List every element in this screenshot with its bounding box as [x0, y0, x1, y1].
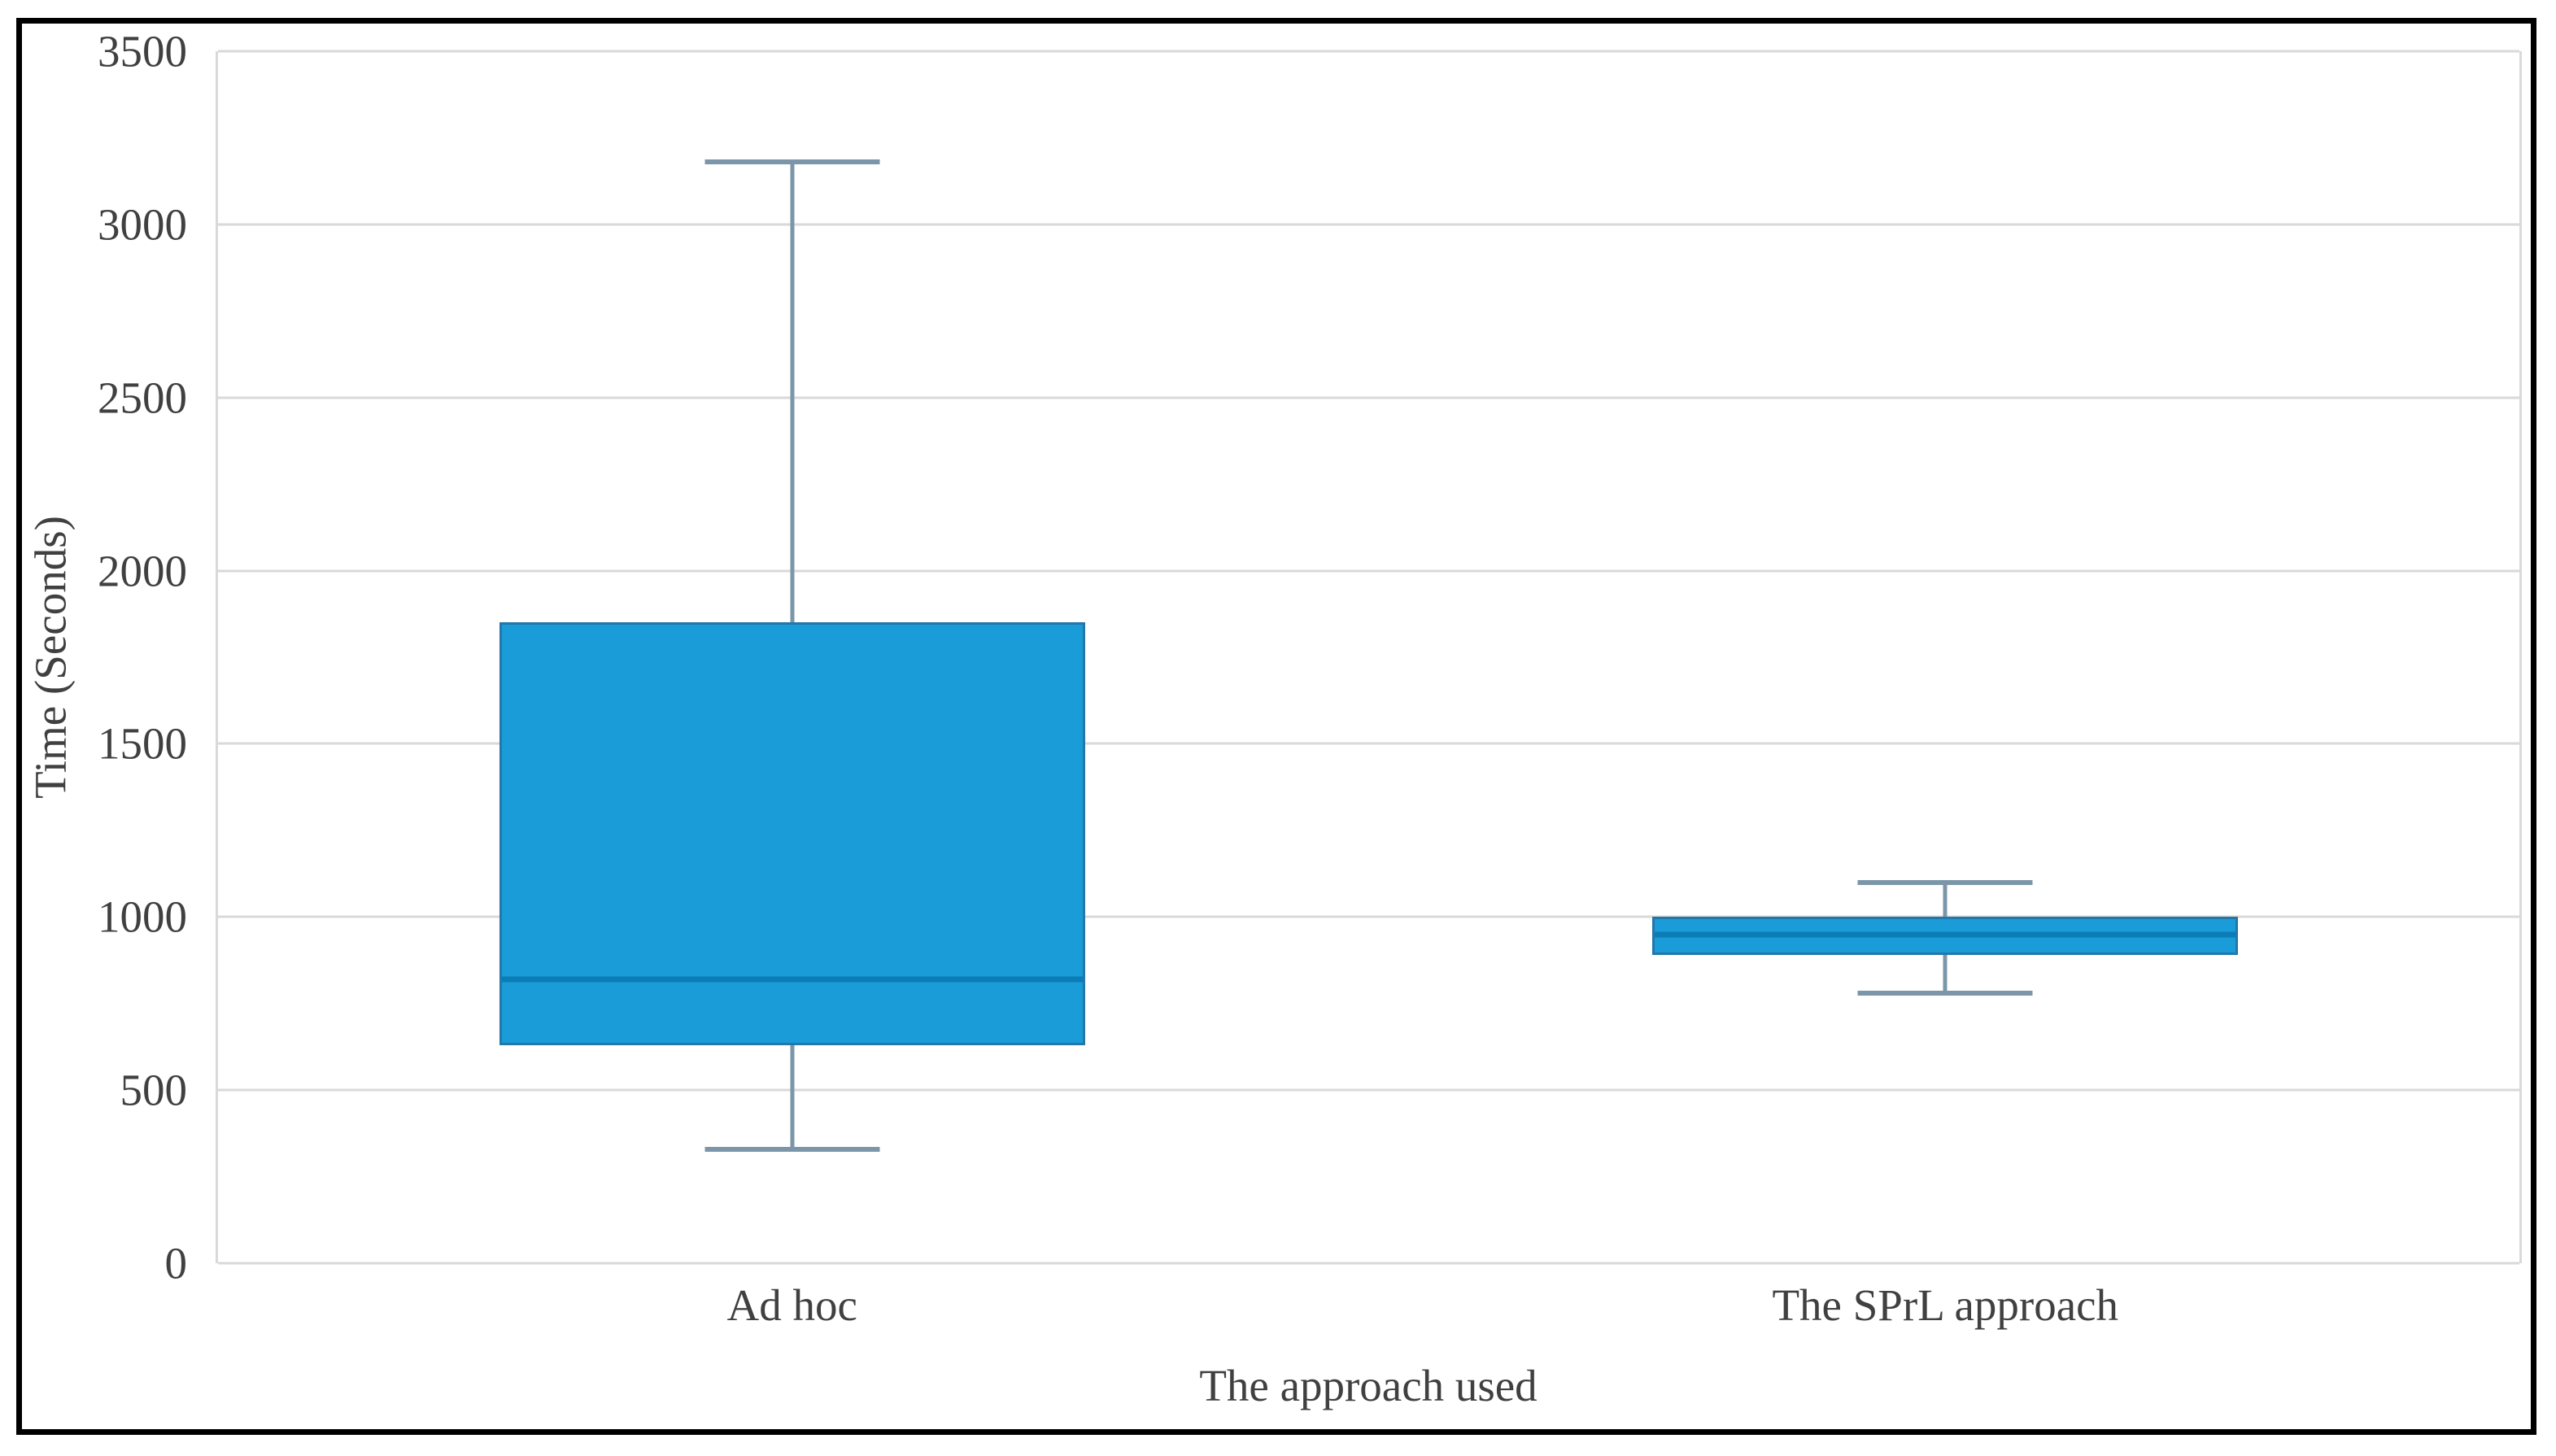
plot-area [216, 50, 2522, 1265]
whisker-upper-line-the-sprl-approach [1943, 882, 1948, 918]
whisker-lower-line-ad-hoc [790, 1044, 795, 1149]
y-tick-label-2500: 2500 [98, 373, 187, 423]
figure-border [16, 18, 2536, 1435]
y-tick-label-3500: 3500 [98, 26, 187, 76]
y-tick-label-1000: 1000 [98, 891, 187, 942]
gridline-3000 [218, 223, 2519, 226]
category-label-ad-hoc: Ad hoc [726, 1280, 857, 1330]
whisker-upper-cap-ad-hoc [704, 159, 880, 165]
category-label-the-sprl-approach: The SPrL approach [1772, 1280, 2119, 1330]
y-tick-label-3000: 3000 [98, 199, 187, 250]
gridline-2000 [218, 569, 2519, 573]
gridline-3500 [218, 50, 2519, 53]
gridline-1000 [218, 915, 2519, 918]
gridline-0 [218, 1262, 2519, 1265]
y-tick-label-1500: 1500 [98, 718, 187, 769]
y-tick-label-2000: 2000 [98, 546, 187, 596]
whisker-upper-cap-the-sprl-approach [1857, 879, 2033, 885]
x-axis-title: The approach used [1199, 1361, 1538, 1410]
y-axis-title: Time (Seconds) [25, 516, 76, 799]
y-tick-label-0: 0 [164, 1238, 188, 1288]
median-line-the-sprl-approach [1655, 931, 2236, 938]
whisker-lower-cap-the-sprl-approach [1857, 990, 2033, 996]
y-tick-label-500: 500 [120, 1065, 188, 1115]
gridline-2500 [218, 396, 2519, 399]
median-line-ad-hoc [501, 976, 1083, 983]
whisker-lower-cap-ad-hoc [704, 1146, 880, 1152]
gridline-1500 [218, 742, 2519, 745]
box-ad-hoc [499, 622, 1085, 1045]
gridline-500 [218, 1088, 2519, 1092]
whisker-lower-line-the-sprl-approach [1943, 955, 1948, 993]
whisker-upper-line-ad-hoc [790, 162, 795, 623]
